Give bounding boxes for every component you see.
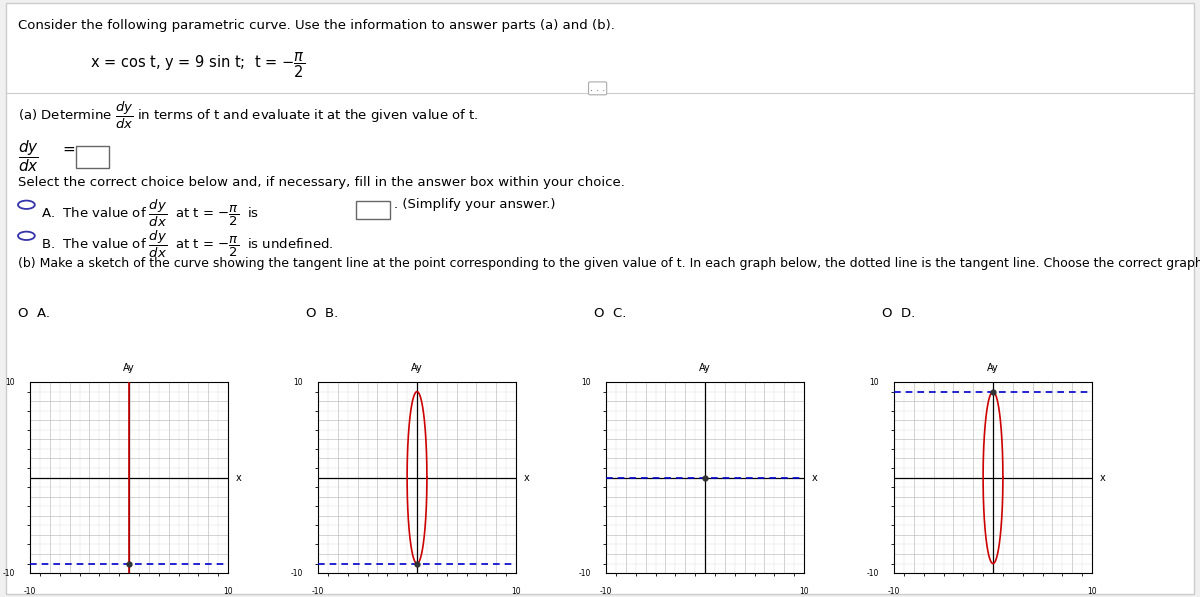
FancyBboxPatch shape	[356, 201, 390, 219]
Text: O  D.: O D.	[882, 307, 916, 321]
Text: -10: -10	[866, 568, 880, 578]
Text: Select the correct choice below and, if necessary, fill in the answer box within: Select the correct choice below and, if …	[18, 176, 625, 189]
Text: $\dfrac{dy}{dx}$: $\dfrac{dy}{dx}$	[18, 139, 38, 174]
Text: Ay: Ay	[988, 362, 998, 373]
FancyBboxPatch shape	[76, 146, 109, 168]
Text: -10: -10	[888, 587, 900, 596]
Text: O  B.: O B.	[306, 307, 338, 321]
Text: Consider the following parametric curve. Use the information to answer parts (a): Consider the following parametric curve.…	[18, 19, 614, 32]
Text: 10: 10	[223, 587, 233, 596]
Text: A.  The value of $\dfrac{dy}{dx}$  at t = $-\dfrac{\pi}{2}$  is: A. The value of $\dfrac{dy}{dx}$ at t = …	[41, 198, 259, 229]
Text: . (Simplify your answer.): . (Simplify your answer.)	[394, 198, 556, 211]
Text: -10: -10	[600, 587, 612, 596]
Text: 10: 10	[511, 587, 521, 596]
Text: -10: -10	[290, 568, 304, 578]
Text: O  A.: O A.	[18, 307, 50, 321]
Text: =: =	[62, 142, 76, 157]
Text: 10: 10	[870, 377, 880, 387]
Text: 10: 10	[799, 587, 809, 596]
Text: -10: -10	[312, 587, 324, 596]
Text: -10: -10	[24, 587, 36, 596]
Text: Ay: Ay	[700, 362, 710, 373]
Text: -10: -10	[578, 568, 592, 578]
Text: 10: 10	[6, 377, 16, 387]
Text: x: x	[1100, 473, 1105, 482]
Text: Ay: Ay	[412, 362, 422, 373]
Text: 10: 10	[1087, 587, 1097, 596]
Text: O  C.: O C.	[594, 307, 626, 321]
Text: x: x	[812, 473, 817, 482]
Text: x: x	[524, 473, 529, 482]
Text: (b) Make a sketch of the curve showing the tangent line at the point correspondi: (b) Make a sketch of the curve showing t…	[18, 257, 1200, 270]
Text: (a) Determine $\dfrac{dy}{dx}$ in terms of t and evaluate it at the given value : (a) Determine $\dfrac{dy}{dx}$ in terms …	[18, 100, 479, 131]
Text: x: x	[236, 473, 241, 482]
Text: 10: 10	[582, 377, 592, 387]
Text: x = cos t, y = 9 sin t;  t = $-\dfrac{\pi}{2}$: x = cos t, y = 9 sin t; t = $-\dfrac{\pi…	[90, 51, 305, 81]
Text: 10: 10	[294, 377, 304, 387]
Text: . . .: . . .	[590, 84, 605, 93]
Text: B.  The value of $\dfrac{dy}{dx}$  at t = $-\dfrac{\pi}{2}$  is undefined.: B. The value of $\dfrac{dy}{dx}$ at t = …	[41, 229, 334, 260]
Text: Ay: Ay	[124, 362, 134, 373]
Text: -10: -10	[2, 568, 16, 578]
